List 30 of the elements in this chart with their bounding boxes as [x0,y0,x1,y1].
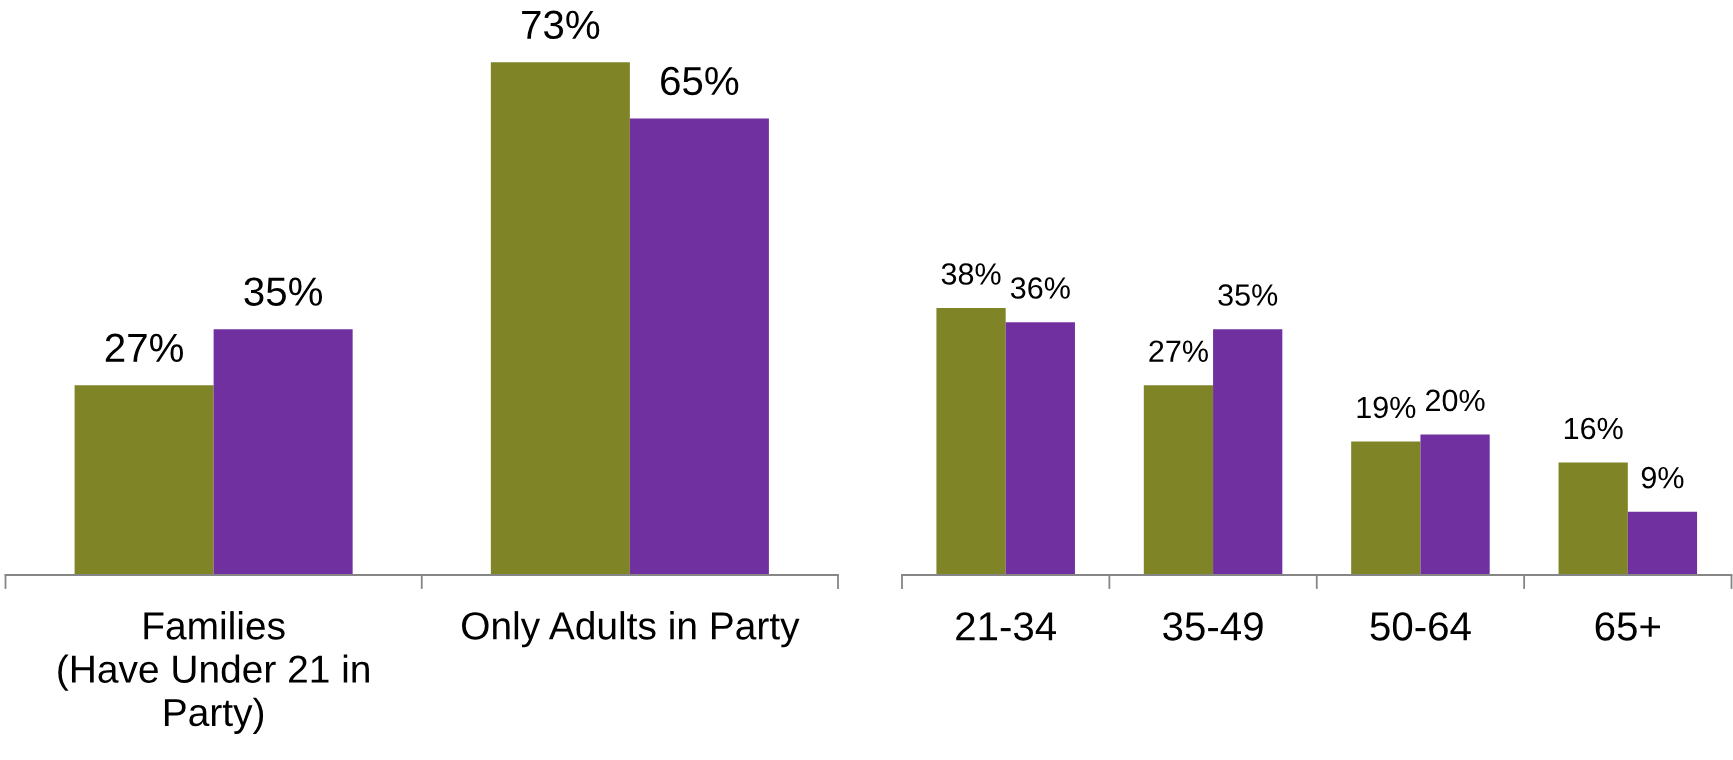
data-label: 20% [1426,389,1485,412]
bar [1558,462,1628,575]
data-label: 35% [1218,284,1278,306]
data-label: 27% [1149,340,1208,362]
bar [936,308,1006,575]
bar [1005,322,1075,575]
data-label: 38% [941,263,1001,285]
data-label: 9% [1641,466,1684,489]
bar [213,329,353,575]
x-tick-label: 35-49 [1163,612,1263,641]
x-tick-label: 21-34 [956,612,1057,641]
data-label: 16% [1564,417,1623,440]
bar [74,385,214,575]
x-tick-label: Families (Have Under 21 in Party) [58,611,369,734]
bar [629,118,769,575]
data-label: 27% [105,333,183,362]
data-label: 35% [244,277,323,306]
x-tick-label: 65+ [1595,612,1660,641]
data-label: 19% [1357,396,1416,419]
x-tick-label: Only Adults in Party [462,611,800,648]
bar [1420,434,1490,575]
data-label: 73% [522,10,600,40]
data-label: 36% [1010,277,1070,299]
data-label: 65% [661,66,739,96]
bar [1351,441,1421,575]
x-tick-label: 50-64 [1370,612,1471,641]
bar [1627,511,1698,575]
bar [490,62,630,575]
bar [1213,329,1283,575]
bar [1143,385,1214,575]
